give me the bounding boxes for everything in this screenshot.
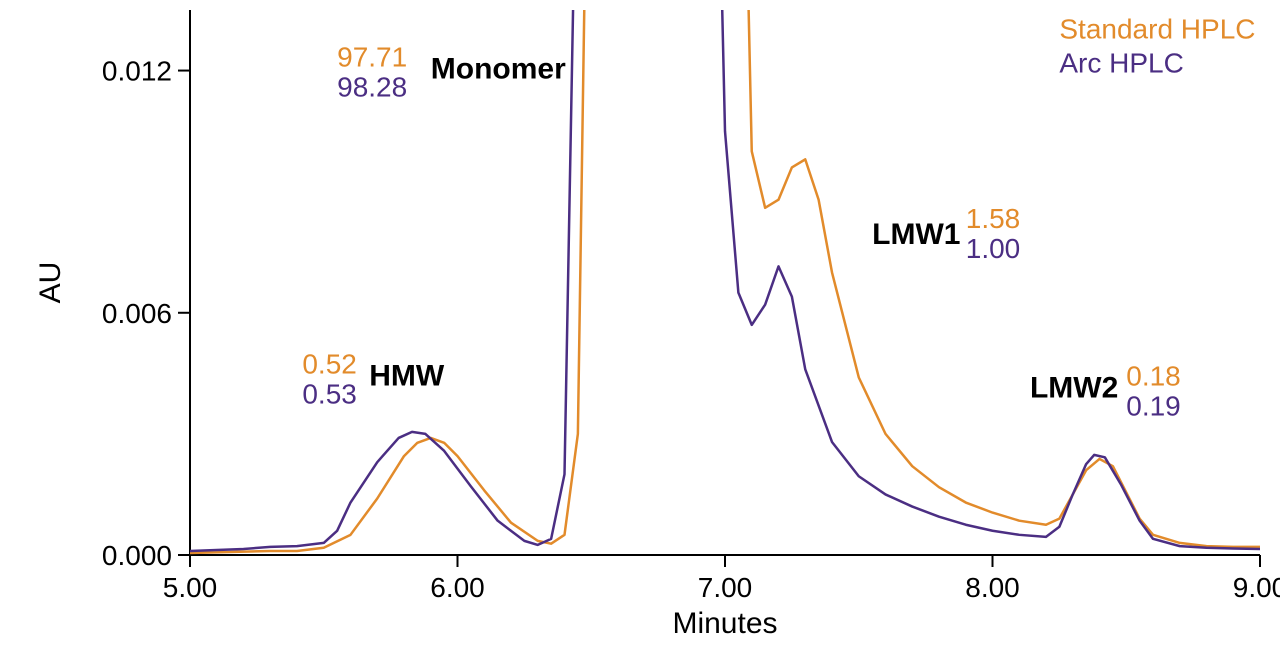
value-annotation: 97.71 [337,42,407,73]
value-annotation: 0.19 [1126,390,1181,421]
value-annotation: 1.58 [966,203,1021,234]
value-annotation: 0.53 [302,378,357,409]
value-annotation: 0.52 [302,348,357,379]
peak-label: HMW [369,359,445,392]
y-tick-label: 0.006 [102,298,172,329]
x-tick-label: 8.00 [965,572,1020,603]
value-annotation: 0.18 [1126,360,1181,391]
legend-item: Arc HPLC [1059,48,1183,79]
y-axis-title: AU [34,262,67,304]
peak-label: LMW1 [872,218,960,251]
x-tick-label: 7.00 [698,572,753,603]
x-tick-label: 9.00 [1233,572,1280,603]
chart-svg: 5.00 6.00 7.00 8.00 9.00 0.000 0.006 0.012 Minut… [0,0,1280,645]
chromatogram-chart: 5.00 6.00 7.00 8.00 9.00 0.000 0.006 0.012 Minut… [0,0,1280,645]
peak-label: Monomer [431,53,566,86]
x-tick-label: 5.00 [163,572,218,603]
value-annotation: 98.28 [337,72,407,103]
x-tick-label: 6.00 [430,572,485,603]
y-tick-label: 0.000 [102,540,172,571]
legend-item: Standard HPLC [1059,13,1255,44]
value-annotation: 1.00 [966,233,1021,264]
peak-label: LMW2 [1030,372,1118,405]
x-axis-title: Minutes [672,607,777,640]
y-tick-label: 0.012 [102,56,172,87]
